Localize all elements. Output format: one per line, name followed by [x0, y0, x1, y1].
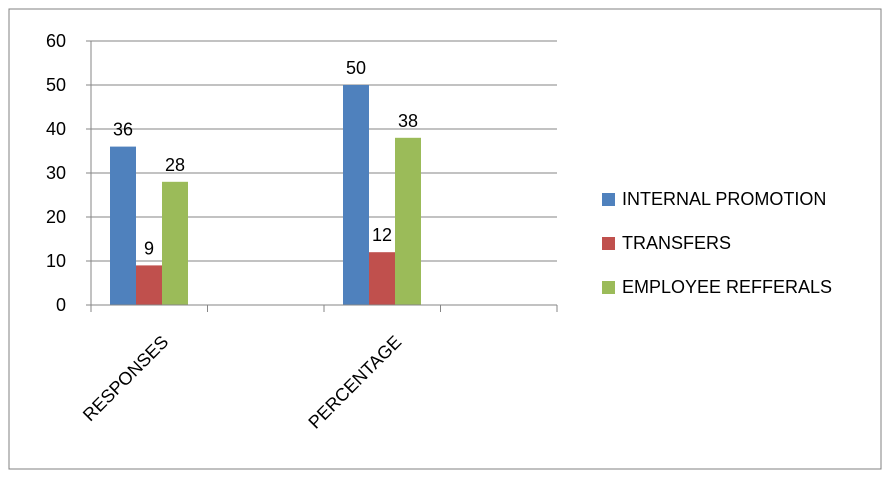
bar	[343, 85, 369, 305]
legend-swatch	[602, 193, 615, 206]
bar-value-label: 38	[398, 111, 418, 131]
bar	[395, 137, 421, 305]
y-tick-label: 30	[46, 163, 66, 183]
legend-swatch	[602, 237, 615, 250]
legend-label: TRANSFERS	[622, 233, 731, 253]
legend-label: EMPLOYEE REFFERALS	[622, 277, 832, 297]
bar-value-label: 50	[346, 58, 366, 78]
bar-value-label: 28	[165, 155, 185, 175]
y-tick-label: 0	[56, 295, 66, 315]
bar	[369, 252, 395, 305]
bar	[110, 146, 136, 305]
x-category-label: PERCENTAGE	[304, 332, 405, 433]
y-tick-label: 10	[46, 251, 66, 271]
x-category-label: RESPONSES	[79, 332, 172, 425]
bar-value-label: 9	[144, 238, 154, 258]
y-tick-label: 20	[46, 207, 66, 227]
y-tick-label: 40	[46, 119, 66, 139]
bar	[162, 181, 188, 305]
legend-label: INTERNAL PROMOTION	[622, 189, 826, 209]
chart-border	[8, 8, 882, 470]
legend-swatch	[602, 281, 615, 294]
bar-value-label: 36	[113, 120, 133, 140]
bar-value-label: 12	[372, 225, 392, 245]
y-tick-label: 50	[46, 75, 66, 95]
bar	[136, 265, 162, 305]
y-tick-label: 60	[46, 31, 66, 51]
